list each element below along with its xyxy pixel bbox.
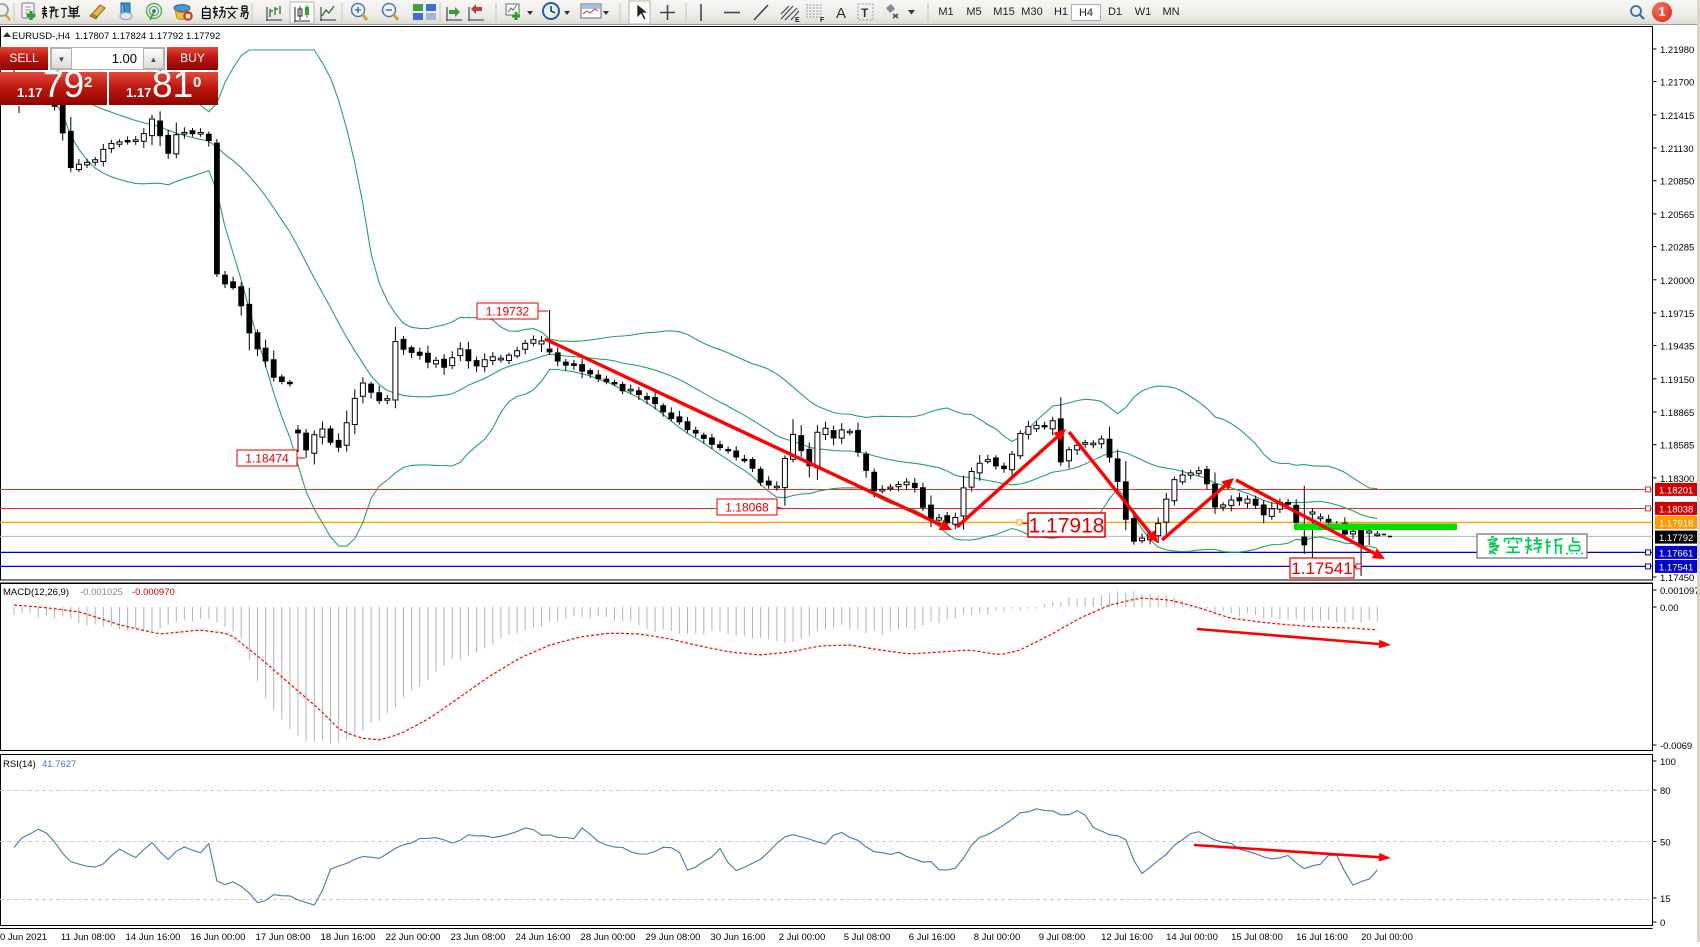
- svg-text:22 Jun 00:00: 22 Jun 00:00: [386, 932, 441, 942]
- svg-text:-0.000970: -0.000970: [132, 587, 175, 598]
- svg-text:2 Jul 00:00: 2 Jul 00:00: [779, 932, 825, 942]
- svg-text:41.7627: 41.7627: [42, 759, 76, 770]
- svg-text:1.21980: 1.21980: [1660, 45, 1694, 56]
- svg-text:1.17918: 1.17918: [1659, 518, 1693, 529]
- svg-text:1.17541: 1.17541: [1291, 559, 1352, 578]
- svg-text:RSI(14): RSI(14): [3, 759, 36, 770]
- svg-text:1.17807 1.17824 1.17792 1.1: 1.17807 1.17824 1.17792 1.17792: [75, 31, 220, 42]
- svg-text:15 Jul 08:00: 15 Jul 08:00: [1231, 932, 1283, 942]
- svg-text:1.18038: 1.18038: [1659, 504, 1693, 515]
- svg-text:1.19732: 1.19732: [486, 304, 530, 318]
- svg-text:80: 80: [1660, 786, 1671, 797]
- svg-text:1.20285: 1.20285: [1660, 243, 1694, 254]
- svg-text:6 Jul 16:00: 6 Jul 16:00: [909, 932, 955, 942]
- svg-text:A: A: [836, 5, 846, 22]
- svg-text:8 Jul 00:00: 8 Jul 00:00: [974, 932, 1020, 942]
- svg-text:1.18585: 1.18585: [1660, 441, 1694, 452]
- svg-text:1.18068: 1.18068: [725, 500, 769, 514]
- svg-text:30 Jun 16:00: 30 Jun 16:00: [711, 932, 766, 942]
- svg-text:16 Jul 16:00: 16 Jul 16:00: [1296, 932, 1348, 942]
- svg-text:1.20850: 1.20850: [1660, 177, 1694, 188]
- svg-text:-0.0069: -0.0069: [1660, 741, 1692, 752]
- svg-text:20 Jul 00:00: 20 Jul 00:00: [1361, 932, 1413, 942]
- svg-text:17 Jun 08:00: 17 Jun 08:00: [256, 932, 311, 942]
- svg-text:1.18201: 1.18201: [1659, 485, 1693, 496]
- svg-text:1.17792: 1.17792: [1659, 533, 1693, 544]
- svg-text:0.001097: 0.001097: [1660, 586, 1700, 597]
- svg-text:T: T: [861, 6, 869, 20]
- svg-text:0 Jun 2021: 0 Jun 2021: [0, 932, 47, 942]
- svg-text:MACD(12,26,9): MACD(12,26,9): [3, 587, 69, 598]
- svg-text:1.20000: 1.20000: [1660, 276, 1694, 287]
- svg-text:EURUSD-,H4: EURUSD-,H4: [12, 31, 70, 42]
- svg-text:1.17661: 1.17661: [1659, 548, 1693, 559]
- svg-text:0.00: 0.00: [1660, 603, 1679, 614]
- svg-text:28 Jun 00:00: 28 Jun 00:00: [581, 932, 636, 942]
- svg-text:1.21415: 1.21415: [1660, 111, 1694, 122]
- svg-text:F: F: [820, 17, 825, 24]
- svg-text:1.18865: 1.18865: [1660, 408, 1694, 419]
- svg-text:1.19150: 1.19150: [1660, 375, 1694, 386]
- svg-text:1.17918: 1.17918: [1029, 515, 1105, 538]
- svg-text:1.18474: 1.18474: [245, 451, 289, 465]
- svg-text:-0.001025: -0.001025: [80, 587, 123, 598]
- svg-text:9 Jul 08:00: 9 Jul 08:00: [1039, 932, 1085, 942]
- svg-text:E: E: [795, 17, 800, 24]
- svg-text:100: 100: [1660, 757, 1676, 768]
- svg-text:18 Jun 16:00: 18 Jun 16:00: [321, 932, 376, 942]
- svg-text:1.18300: 1.18300: [1660, 474, 1694, 485]
- svg-text:1.20565: 1.20565: [1660, 210, 1694, 221]
- svg-text:1.17450: 1.17450: [1660, 573, 1694, 584]
- svg-text:50: 50: [1660, 838, 1671, 849]
- svg-text:12 Jul 16:00: 12 Jul 16:00: [1101, 932, 1153, 942]
- svg-text:15: 15: [1660, 894, 1671, 905]
- svg-text:29 Jun 08:00: 29 Jun 08:00: [646, 932, 701, 942]
- svg-text:1.21700: 1.21700: [1660, 78, 1694, 89]
- svg-text:5 Jul 08:00: 5 Jul 08:00: [844, 932, 890, 942]
- svg-text:14 Jul 00:00: 14 Jul 00:00: [1166, 932, 1218, 942]
- svg-text:1.19715: 1.19715: [1660, 309, 1694, 320]
- svg-text:16 Jun 00:00: 16 Jun 00:00: [191, 932, 246, 942]
- svg-text:11 Jun 08:00: 11 Jun 08:00: [61, 932, 115, 942]
- svg-text:0: 0: [1660, 918, 1665, 929]
- svg-text:23 Jun 08:00: 23 Jun 08:00: [451, 932, 506, 942]
- svg-text:1.19435: 1.19435: [1660, 342, 1694, 353]
- svg-text:14 Jun 16:00: 14 Jun 16:00: [126, 932, 181, 942]
- svg-text:24 Jun 16:00: 24 Jun 16:00: [516, 932, 571, 942]
- svg-text:1.21130: 1.21130: [1660, 144, 1694, 155]
- svg-text:1.17541: 1.17541: [1659, 562, 1693, 573]
